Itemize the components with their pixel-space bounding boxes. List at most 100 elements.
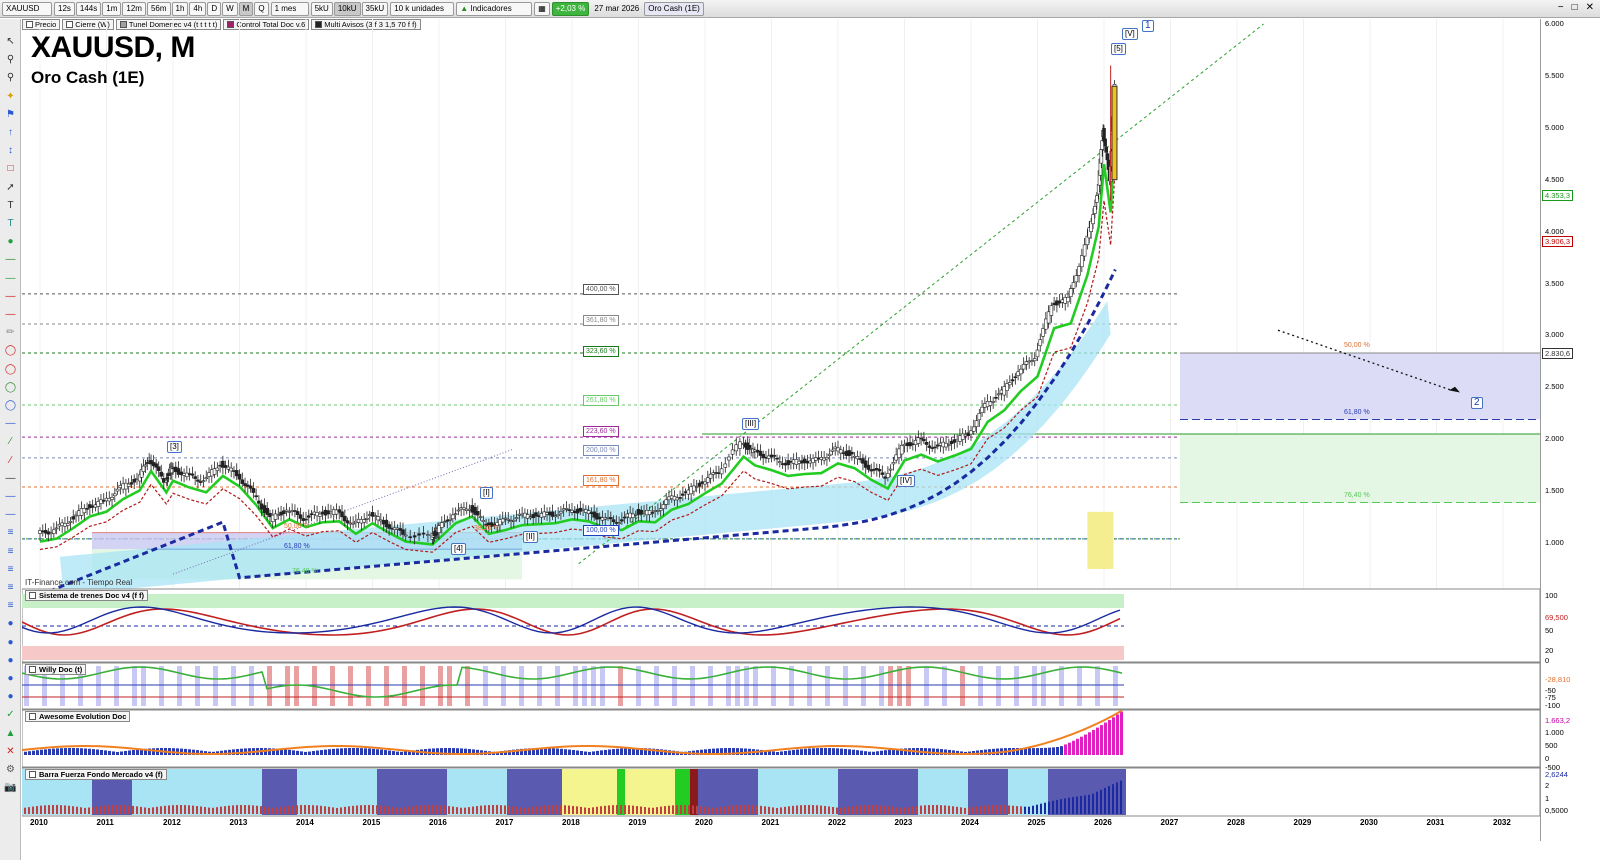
panel-title[interactable]: Willy Doc (t) [25,664,87,675]
strength-bar [928,805,930,814]
timeframe-button[interactable]: 56m [146,1,171,16]
candle-body [855,456,860,460]
drawing-tool-icon[interactable]: ― [5,418,16,430]
chart-canvas[interactable] [22,19,1540,841]
timeframe-button[interactable]: Q [254,1,269,16]
drawing-tool-icon[interactable]: ― [5,509,16,521]
restore-icon[interactable]: □ [1571,2,1578,13]
timeframe-button[interactable]: 1h [171,1,189,16]
candle-body [370,512,375,517]
drawing-tool-icon[interactable]: 📷 [4,782,17,794]
chart-type-icon[interactable]: ▦ [534,1,550,16]
candle-body [365,517,369,520]
timeframe-button[interactable]: 12m [122,1,146,16]
awesome-bar [724,748,727,755]
strength-segment [690,769,698,815]
timeframe-button[interactable]: 1m [102,1,122,16]
price-tick: 3.500 [1545,278,1564,288]
period-selector[interactable]: 1 mes [270,1,309,16]
drawing-tool-icon[interactable]: ≡ [7,600,14,612]
timeframe-button[interactable]: 12s [54,1,75,16]
drawing-tool-icon[interactable]: ✕ [6,745,15,757]
time-axis[interactable]: 2010 2011 2012 2013 2014 2015 2016 2017 2018 2019… [22,818,1540,830]
symbol-selector[interactable]: XAUUSD [2,1,52,16]
legend-item[interactable]: Multi Avisos (3 f 3 1,5 70 f f) [311,19,421,30]
timeframe-button[interactable]: 144s [75,1,102,16]
drawing-tool-icon[interactable]: ↑ [8,127,13,138]
legend-item[interactable]: Control Total Doc v.6 [223,19,310,30]
drawing-tool-icon[interactable]: ≡ [7,545,14,557]
drawing-tool-icon[interactable]: ◯ [4,381,17,393]
drawing-tool-icon[interactable]: ― [5,309,16,320]
strength-bar [428,805,430,814]
drawing-tool-icon[interactable]: ― [5,290,16,302]
legend-item[interactable]: Cierre (W) [62,19,114,30]
panel-title[interactable]: Awesome Evolution Doc [25,711,131,722]
drawing-tool-icon[interactable]: ✓ [6,709,15,721]
drawing-tool-icon[interactable]: ➚ [6,181,15,193]
drawing-tool-icon[interactable]: ● [7,673,14,684]
drawing-tool-icon[interactable]: T [7,218,14,229]
strength-bar [972,806,974,814]
strength-bar [704,806,706,814]
drawing-tool-icon[interactable]: ⚲ [6,54,15,66]
drawing-tool-icon[interactable]: ▲ [5,727,16,739]
timeframe-button[interactable]: D [207,1,222,16]
candle-body [437,525,441,533]
strength-bar [348,806,350,814]
strength-bar [904,807,906,814]
timeframe-button[interactable]: 4h [189,1,207,16]
candle-body [1091,214,1095,225]
fib-level-label: 200,00 % [583,445,619,456]
drawing-tool-icon[interactable]: ≡ [7,563,14,575]
drawing-tool-icon[interactable]: ● [7,636,14,648]
indicators-button[interactable]: ▲ Indicadores [456,1,533,16]
drawing-tool-icon[interactable]: ◯ [4,400,17,411]
unit-button[interactable]: 5kU [310,1,333,16]
candle-body [620,519,624,522]
drawing-tool-icon[interactable]: ✏ [6,327,15,339]
drawing-tool-icon[interactable]: ― [5,472,16,484]
chart-area[interactable] [22,19,1570,841]
strength-bar [388,806,390,814]
unit-button[interactable]: 10kU [333,1,361,16]
drawing-tool-icon[interactable]: ⚲ [6,72,15,84]
panel-title[interactable]: Barra Fuerza Fondo Mercado v4 (f) [25,769,167,780]
drawing-tool-icon[interactable]: ∕ [9,454,12,466]
drawing-tool-icon[interactable]: T [7,199,14,211]
drawing-tool-icon[interactable]: ● [7,618,14,630]
timeframe-button[interactable]: M [238,1,254,16]
drawing-tool-icon[interactable]: ● [7,691,14,703]
drawing-tool-icon[interactable]: ● [7,654,14,666]
units-selector[interactable]: 10 k unidades [390,1,455,16]
drawing-tool-icon[interactable]: ◯ [4,363,17,375]
drawing-tool-icon[interactable]: ⚙ [6,764,15,775]
price-axis[interactable]: 6.000 5.500 5.000 4.500 4.000 3.500 3.000 2.500… [1540,19,1600,841]
drawing-tool-icon[interactable]: ― [5,254,16,266]
minimize-icon[interactable]: − [1557,2,1564,13]
strength-bar [772,807,774,814]
drawing-tool-icon[interactable]: □ [7,163,14,175]
drawing-tool-icon[interactable]: ≡ [7,582,14,593]
legend-item[interactable]: Precio [22,19,61,30]
drawing-tool-icon[interactable]: ― [5,272,16,284]
drawing-tool-icon[interactable]: ◯ [4,345,17,357]
awesome-bar [152,748,155,755]
drawing-tool-icon[interactable]: ✦ [6,90,15,102]
awesome-bar [408,750,411,755]
drawing-tool-icon[interactable]: ― [5,491,16,502]
close-icon[interactable]: ✕ [1585,2,1594,13]
strength-bar [1080,795,1082,814]
drawing-tool-icon[interactable]: ↕ [8,145,13,157]
candle-body [617,522,621,525]
drawing-tool-icon[interactable]: ● [7,236,14,248]
drawing-tool-icon[interactable]: ↖ [6,36,15,47]
panel-title[interactable]: Sistema de trenes Doc v4 (f f) [25,590,149,601]
drawing-tool-icon[interactable]: ≡ [7,527,14,539]
drawing-tool-icon[interactable]: ∕ [9,436,12,448]
timeframe-button[interactable]: W [222,1,238,16]
awesome-bar [336,748,339,755]
unit-button[interactable]: 35kU [361,1,389,16]
drawing-tool-icon[interactable]: ⚑ [6,108,15,120]
candle-body [825,457,829,460]
